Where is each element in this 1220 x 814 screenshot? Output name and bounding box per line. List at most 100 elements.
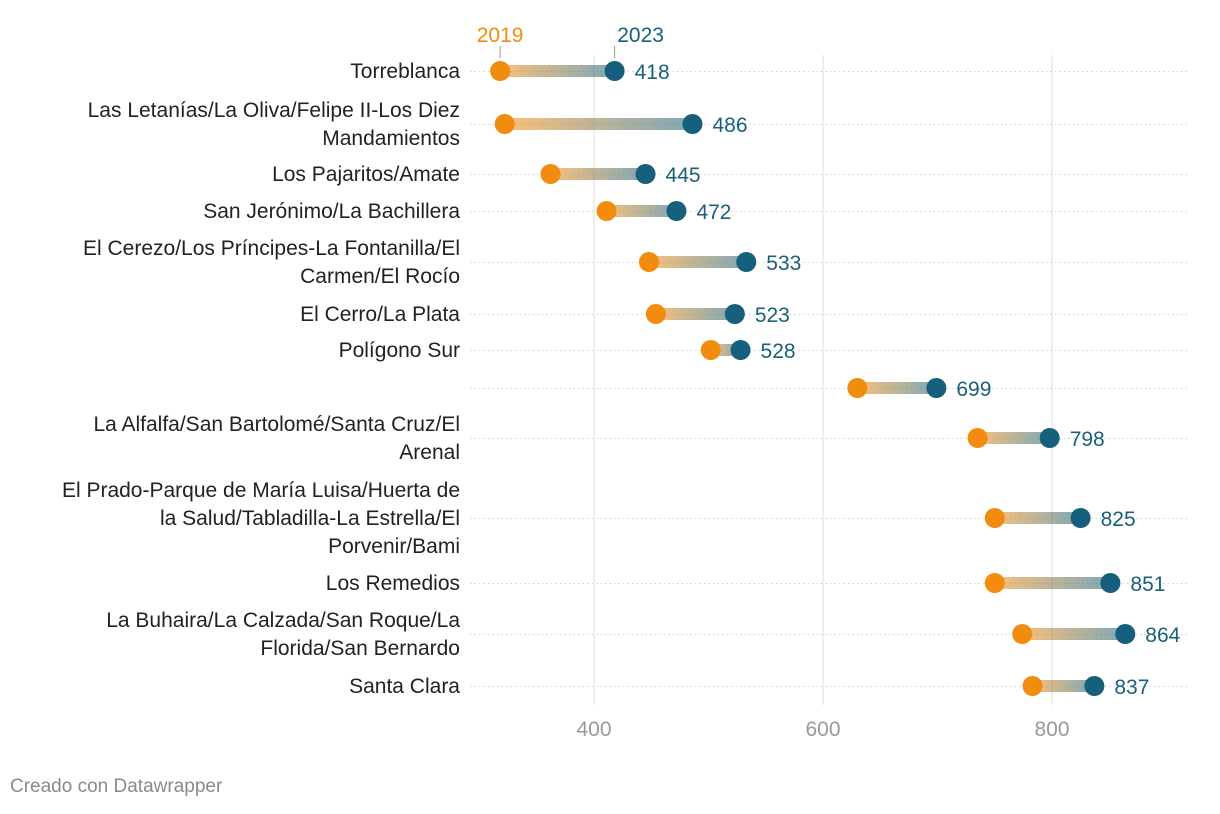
value-label: 472 — [696, 201, 731, 224]
row-label: El Cerro/La Plata — [300, 303, 460, 326]
connector-bar — [977, 432, 1050, 444]
dot-2023 — [604, 61, 625, 81]
dot-2023 — [736, 252, 757, 272]
row-label: El Prado-Parque de María Luisa/Huerta de… — [62, 479, 460, 558]
connector-bar — [655, 308, 735, 320]
row-2: Los Pajaritos/Amate 445 — [272, 163, 1188, 187]
legend-2023: 2023 — [617, 24, 664, 47]
row-label: La Buhaira/La Calzada/San Roque/La Florid… — [106, 609, 460, 660]
dot-2019 — [494, 114, 515, 134]
row-label-line: Las Letanías/La Oliva/Felipe II-Los Diez — [88, 99, 460, 122]
dot-2019 — [596, 201, 617, 221]
row-9: El Prado-Parque de María Luisa/Huerta de… — [62, 479, 1188, 558]
value-label: 837 — [1114, 676, 1149, 699]
row-label: El Cerezo/Los Príncipes-La Fontanilla/El… — [83, 237, 460, 288]
connector-bar — [1032, 680, 1095, 692]
value-label: 418 — [635, 61, 670, 84]
value-label: 486 — [712, 114, 747, 137]
connector-bar — [1022, 628, 1126, 640]
value-label: 699 — [956, 378, 991, 401]
row-6: Polígono Sur 528 — [339, 339, 1188, 363]
row-label: Las Letanías/La Oliva/Felipe II-Los Diez… — [88, 99, 460, 150]
row-label-line: Porvenir/Bami — [328, 535, 460, 558]
row-label: Los Remedios — [326, 572, 460, 595]
row-label-line: Florida/San Bernardo — [260, 637, 460, 660]
dot-2023 — [1115, 624, 1136, 644]
connector-bar — [994, 577, 1111, 589]
connector-bar — [857, 382, 937, 394]
value-label: 864 — [1145, 624, 1180, 647]
value-label: 851 — [1130, 573, 1165, 596]
grid-layer — [593, 55, 1053, 705]
value-label: 445 — [666, 164, 701, 187]
value-label: 533 — [766, 252, 801, 275]
row-label-line: Los Remedios — [326, 572, 460, 595]
row-4: El Cerezo/Los Príncipes-La Fontanilla/El… — [83, 237, 1188, 288]
row-label: Santa Clara — [349, 675, 460, 698]
value-label: 798 — [1070, 428, 1105, 451]
row-label-line: Arenal — [399, 441, 460, 464]
x-tick-label: 800 — [1034, 718, 1069, 741]
x-tick-label: 600 — [805, 718, 840, 741]
row-label-line: La Buhaira/La Calzada/San Roque/La — [106, 609, 460, 632]
dot-2019 — [847, 378, 868, 398]
dot-2023 — [724, 304, 745, 324]
row-label: La Alfalfa/San Bartolomé/Santa Cruz/El Ar… — [93, 413, 460, 464]
connector-bar — [648, 256, 747, 268]
row-3: San Jerónimo/La Bachillera 472 — [203, 200, 1188, 224]
row-label-line: El Cerro/La Plata — [300, 303, 460, 326]
connector-bar — [550, 168, 646, 180]
connector-bar — [606, 205, 677, 217]
dot-2023 — [730, 340, 751, 360]
row-label: Los Pajaritos/Amate — [272, 163, 460, 186]
dot-2023 — [666, 201, 687, 221]
row-11: La Buhaira/La Calzada/San Roque/La Florid… — [106, 609, 1188, 660]
row-label-line: San Jerónimo/La Bachillera — [203, 200, 460, 223]
dot-2019 — [638, 252, 659, 272]
dot-2019 — [1012, 624, 1033, 644]
dot-2019 — [645, 304, 666, 324]
dot-2019 — [540, 164, 561, 184]
row-10: Los Remedios 851 — [326, 572, 1188, 596]
dot-2023 — [1084, 676, 1105, 696]
connector-bar — [994, 512, 1081, 524]
dot-2019 — [984, 573, 1005, 593]
dot-2019 — [490, 61, 511, 81]
row-label-line: la Salud/Tabladilla-La Estrella/El — [160, 507, 460, 530]
dot-2023 — [635, 164, 656, 184]
row-label: Polígono Sur — [339, 339, 460, 362]
row-label-line: El Cerezo/Los Príncipes-La Fontanilla/El — [83, 237, 460, 260]
row-0: Torreblanca 418 — [350, 60, 1188, 84]
row-label-line: Santa Clara — [349, 675, 460, 698]
row-label-line: La Alfalfa/San Bartolomé/Santa Cruz/El — [93, 413, 460, 436]
dot-2019 — [967, 428, 988, 448]
row-1: Las Letanías/La Oliva/Felipe II-Los Diez… — [88, 99, 1188, 150]
row-5: El Cerro/La Plata 523 — [300, 303, 1188, 327]
row-label-line: El Prado-Parque de María Luisa/Huerta de — [62, 479, 460, 502]
row-label-line: Mandamientos — [322, 127, 460, 150]
row-label-line: Torreblanca — [350, 60, 460, 83]
dot-2023 — [1070, 508, 1091, 528]
x-tick-label: 400 — [576, 718, 611, 741]
row-12: Santa Clara 837 — [349, 675, 1188, 699]
connector-bar — [504, 118, 693, 130]
value-label: 523 — [755, 304, 790, 327]
legend: 2019 2023 — [477, 24, 664, 58]
row-label: Torreblanca — [350, 60, 460, 83]
dot-2019 — [700, 340, 721, 360]
value-label: 825 — [1101, 508, 1136, 531]
dot-2023 — [1100, 573, 1121, 593]
row-8: La Alfalfa/San Bartolomé/Santa Cruz/El Ar… — [93, 413, 1188, 464]
value-label: 528 — [761, 340, 796, 363]
row-label: San Jerónimo/La Bachillera — [203, 200, 460, 223]
row-7: 699 — [470, 378, 1188, 401]
row-label-line: Polígono Sur — [339, 339, 460, 362]
legend-2019: 2019 — [477, 24, 524, 47]
row-label-line: Carmen/El Rocío — [300, 265, 460, 288]
dot-2019 — [984, 508, 1005, 528]
dot-2023 — [1039, 428, 1060, 448]
x-axis: 400 600 800 — [576, 718, 1069, 741]
dot-2019 — [1022, 676, 1043, 696]
dot-2023 — [926, 378, 947, 398]
